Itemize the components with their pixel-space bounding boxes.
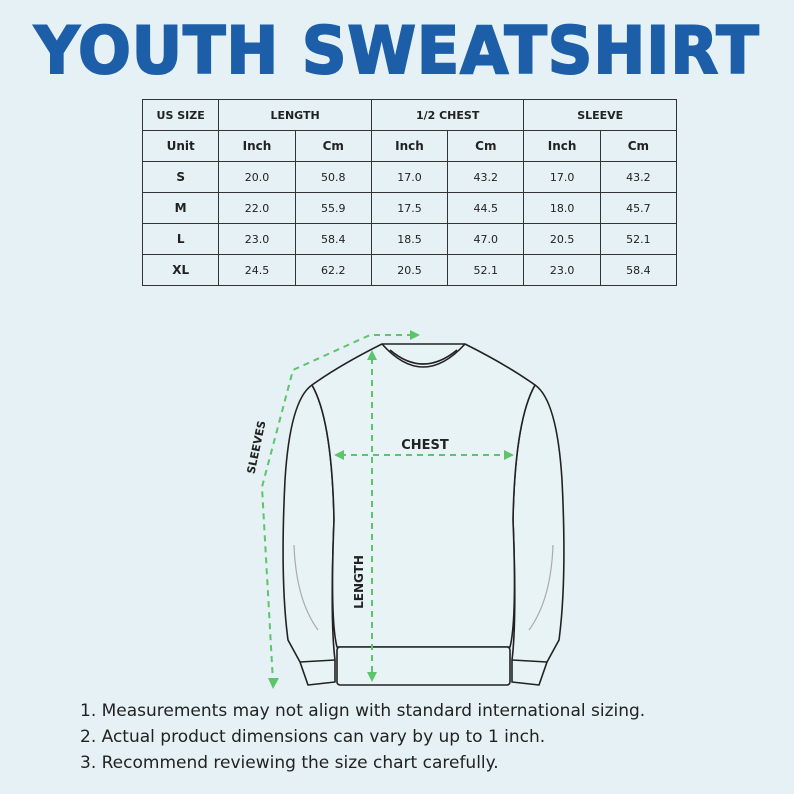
table-row: S 20.0 50.8 17.0 43.2 17.0 43.2	[141, 161, 678, 193]
note-item: 3. Recommend reviewing the size chart ca…	[80, 753, 499, 773]
unit-cell: Inch	[523, 130, 601, 162]
table-row: L 23.0 58.4 18.5 47.0 20.5 52.1	[141, 223, 678, 255]
size-cell: L	[141, 223, 220, 255]
table-row: XL 24.5 62.2 20.5 52.1 23.0 58.4	[141, 254, 678, 286]
length-label: LENGTH	[352, 555, 366, 609]
measure-arrows	[260, 334, 508, 683]
chest-label: CHEST	[401, 438, 449, 453]
unit-cell: Unit	[141, 130, 220, 162]
table-row: M 22.0 55.9 17.5 44.5 18.0 45.7	[141, 192, 678, 224]
arrow-head-icon	[504, 450, 514, 460]
value-cell: 43.2	[447, 161, 525, 193]
value-cell: 23.0	[523, 254, 601, 286]
header-cell: LENGTH	[218, 99, 372, 131]
header-cell: 1/2 CHEST	[370, 99, 525, 131]
value-cell: 43.2	[599, 161, 678, 193]
unit-cell: Cm	[294, 130, 372, 162]
value-cell: 44.5	[447, 192, 525, 224]
value-cell: 22.0	[218, 192, 296, 224]
sweatshirt-diagram: CHEST LENGTH SLEEVES	[245, 330, 565, 689]
sleeves-label: SLEEVES	[245, 419, 269, 475]
size-cell: M	[141, 192, 220, 224]
value-cell: 18.5	[370, 223, 449, 255]
size-cell: XL	[141, 254, 220, 286]
unit-cell: Cm	[599, 130, 678, 162]
arrow-head-icon	[410, 330, 420, 340]
arrow-head-icon	[367, 672, 377, 682]
value-cell: 24.5	[218, 254, 296, 286]
value-cell: 52.1	[447, 254, 525, 286]
value-cell: 17.0	[523, 161, 601, 193]
value-cell: 58.4	[599, 254, 678, 286]
value-cell: 45.7	[599, 192, 678, 224]
size-table: US SIZE LENGTH 1/2 CHEST SLEEVE Unit Inc…	[141, 99, 678, 286]
value-cell: 17.5	[370, 192, 449, 224]
unit-row: Unit Inch Cm Inch Cm Inch Cm	[141, 130, 678, 162]
value-cell: 52.1	[599, 223, 678, 255]
value-cell: 20.5	[523, 223, 601, 255]
header-cell: US SIZE	[141, 99, 220, 131]
value-cell: 20.0	[218, 161, 296, 193]
value-cell: 47.0	[447, 223, 525, 255]
note-item: 1. Measurements may not align with stand…	[80, 701, 646, 721]
arrow-head-icon	[334, 450, 344, 460]
value-cell: 58.4	[294, 223, 372, 255]
value-cell: 23.0	[218, 223, 296, 255]
size-cell: S	[141, 161, 220, 193]
value-cell: 18.0	[523, 192, 601, 224]
notes-list: 1. Measurements may not align with stand…	[80, 698, 645, 776]
table-header-row: US SIZE LENGTH 1/2 CHEST SLEEVE	[141, 99, 677, 131]
note-item: 2. Actual product dimensions can vary by…	[80, 727, 546, 747]
sweatshirt-outline	[282, 343, 565, 686]
unit-cell: Cm	[447, 130, 525, 162]
arrow-head-icon	[367, 350, 377, 360]
value-cell: 50.8	[294, 161, 372, 193]
header-cell: SLEEVE	[523, 99, 677, 131]
arrow-head-icon	[268, 678, 279, 689]
value-cell: 20.5	[370, 254, 449, 286]
value-cell: 55.9	[294, 192, 372, 224]
unit-cell: Inch	[370, 130, 449, 162]
value-cell: 62.2	[294, 254, 372, 286]
page-title: YOUTH SWEATSHIRT	[33, 11, 760, 90]
value-cell: 17.0	[370, 161, 449, 193]
unit-cell: Inch	[218, 130, 296, 162]
